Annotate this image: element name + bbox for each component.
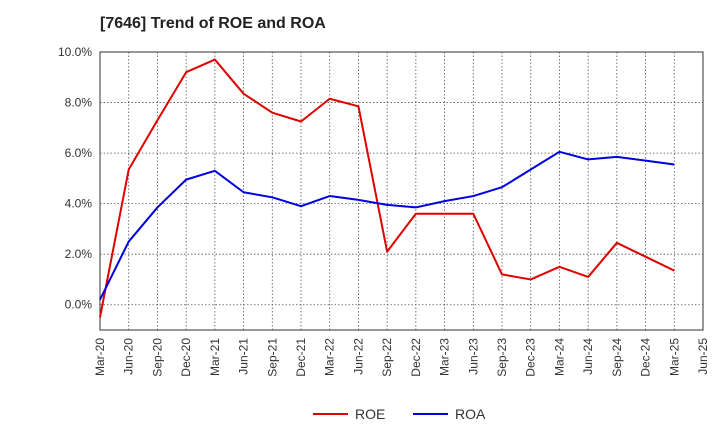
x-tick-label: Sep-22 (380, 338, 394, 377)
y-tick-label: 4.0% (65, 197, 93, 211)
x-tick-label: Dec-24 (639, 338, 653, 377)
chart-title: [7646] Trend of ROE and ROA (100, 15, 326, 32)
series-line-roa (99, 150, 675, 301)
series-line-roe (99, 58, 675, 318)
x-tick-label: Jun-22 (351, 338, 365, 375)
legend-label-roa: ROA (455, 406, 486, 422)
y-tick-label: 10.0% (58, 45, 92, 59)
x-tick-label: Dec-20 (179, 338, 193, 377)
x-gridlines (99, 52, 704, 330)
x-tick-label: Jun-23 (466, 338, 480, 375)
x-tick-labels: Mar-20 Jun-20 Sep-20 Dec-20 Mar-21 Jun-21 Sep-… (93, 338, 710, 377)
x-tick-label: Mar-21 (208, 338, 222, 376)
legend: ROE ROA (313, 406, 486, 422)
x-tick-label: Dec-23 (524, 338, 538, 377)
x-tick-label: Jun-25 (696, 338, 710, 375)
y-tick-label: 2.0% (65, 247, 93, 261)
x-tick-label: Dec-22 (409, 338, 423, 377)
y-tick-labels: 0.0% 2.0% 4.0% 6.0% 8.0% 10.0% (58, 45, 92, 312)
x-tick-label: Mar-24 (552, 338, 566, 376)
y-tick-label: 0.0% (65, 298, 93, 312)
x-tick-label: Sep-21 (265, 338, 279, 377)
plot-area (100, 52, 703, 330)
x-tick-label: Jun-21 (237, 338, 251, 375)
x-tick-label: Jun-24 (581, 338, 595, 375)
x-tick-label: Mar-25 (667, 338, 681, 376)
x-tick-label: Mar-23 (438, 338, 452, 376)
y-tick-label: 8.0% (65, 96, 93, 110)
plot-border (99, 51, 704, 331)
x-tick-label: Sep-23 (495, 338, 509, 377)
y-tick-label: 6.0% (65, 146, 93, 160)
x-tick-label: Jun-20 (122, 338, 136, 375)
x-tick-label: Dec-21 (294, 338, 308, 377)
x-tick-label: Sep-20 (150, 338, 164, 377)
x-tick-label: Mar-20 (93, 338, 107, 376)
x-tick-label: Mar-22 (323, 338, 337, 376)
x-tick-label: Sep-24 (610, 338, 624, 377)
legend-label-roe: ROE (355, 406, 385, 422)
